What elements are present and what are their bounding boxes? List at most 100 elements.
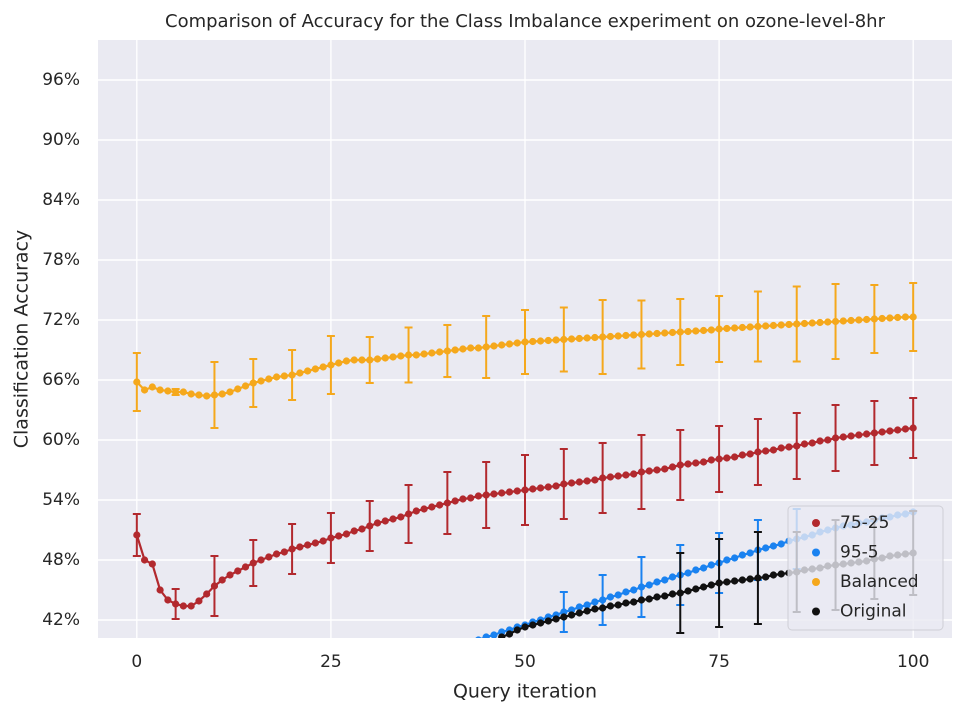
point [754, 574, 762, 582]
point [591, 476, 599, 484]
y-tick-label: 54% [42, 490, 80, 510]
point [723, 324, 731, 333]
point [420, 505, 428, 513]
x-tick-label: 100 [897, 652, 929, 672]
point [210, 391, 219, 399]
y-tick-label: 66% [42, 370, 80, 390]
point [715, 455, 723, 463]
y-tick-label: 60% [42, 430, 80, 450]
point [552, 336, 560, 344]
point [731, 577, 739, 585]
point [684, 327, 692, 336]
point [668, 590, 677, 598]
point [762, 573, 770, 581]
point [870, 315, 878, 323]
point [606, 332, 615, 341]
y-tick-label: 90% [42, 130, 80, 150]
point [746, 323, 754, 331]
point [210, 582, 219, 590]
point [490, 631, 498, 638]
chart-title: Comparison of Accuracy for the Class Imb… [165, 11, 886, 32]
point [863, 430, 871, 438]
point [358, 525, 366, 533]
point [475, 636, 482, 638]
point [335, 532, 343, 540]
point [816, 318, 824, 327]
point [397, 513, 405, 521]
point [272, 550, 281, 558]
point [560, 480, 568, 488]
point [591, 598, 599, 606]
point [816, 437, 824, 445]
point [288, 371, 296, 379]
point [319, 363, 327, 371]
point [894, 426, 902, 434]
point [637, 596, 646, 604]
point [172, 388, 180, 396]
point [505, 488, 514, 496]
legend-label: Balanced [840, 572, 919, 592]
point [863, 315, 871, 324]
point [133, 531, 141, 539]
point [381, 354, 389, 362]
y-tick-label: 48% [42, 550, 80, 570]
point [785, 443, 793, 451]
point [536, 337, 545, 345]
point [800, 319, 809, 328]
point [754, 322, 762, 331]
legend-label: 75-25 [840, 513, 889, 533]
point [397, 352, 405, 360]
point [544, 617, 552, 625]
point [179, 602, 187, 610]
point [606, 602, 615, 610]
point [614, 472, 622, 480]
point [567, 611, 576, 619]
legend-marker [812, 578, 820, 586]
point [404, 510, 413, 518]
point [195, 391, 203, 399]
point [498, 633, 506, 638]
point [358, 356, 366, 364]
point [901, 425, 910, 433]
point [529, 485, 537, 493]
point [327, 361, 335, 369]
point [583, 477, 591, 485]
point [366, 522, 374, 530]
point [296, 543, 304, 551]
legend-label: Original [840, 602, 907, 622]
point [575, 609, 583, 617]
point [474, 492, 483, 500]
point [381, 517, 389, 525]
point [645, 581, 653, 589]
point [707, 581, 715, 589]
point [443, 347, 451, 355]
point [599, 474, 607, 482]
point [350, 527, 358, 535]
point [699, 326, 708, 335]
point [653, 593, 661, 601]
point [428, 503, 436, 511]
point [699, 458, 708, 466]
point [234, 567, 242, 575]
point [870, 429, 878, 437]
point [552, 615, 560, 623]
point [769, 321, 778, 330]
point [855, 316, 863, 324]
point [226, 388, 234, 396]
point [839, 433, 847, 441]
point [467, 344, 475, 352]
point [777, 321, 785, 329]
point [521, 338, 529, 346]
point [513, 626, 521, 634]
point [839, 317, 847, 325]
point [156, 586, 164, 594]
point [847, 432, 855, 440]
point [265, 375, 273, 383]
point [909, 424, 917, 432]
point [785, 320, 793, 329]
point [164, 387, 172, 395]
point [544, 483, 552, 491]
point [474, 344, 483, 352]
point [699, 564, 708, 572]
point [738, 323, 746, 332]
